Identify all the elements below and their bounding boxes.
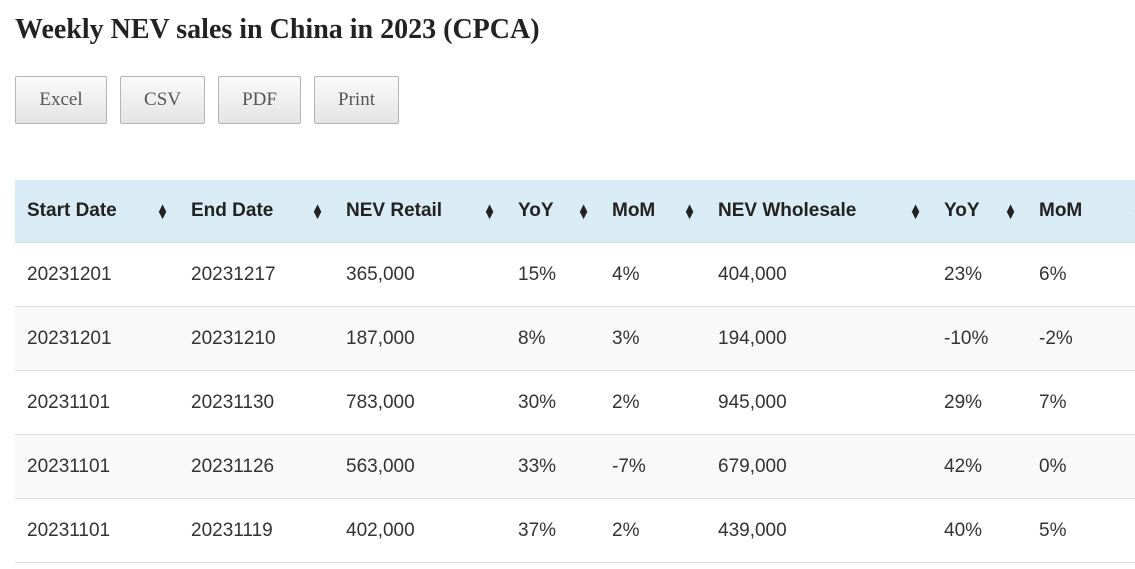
column-label: MoM: [612, 200, 656, 221]
column-label: NEV Retail: [346, 200, 443, 221]
column-label: YoY: [944, 200, 980, 221]
cell-retail-yoy: 37%: [506, 498, 600, 563]
column-header-end-date[interactable]: End Date ▲ ▼: [179, 180, 334, 243]
column-header-nev-retail[interactable]: NEV Retail ▲ ▼: [334, 180, 506, 243]
cell-nev-retail: 187,000: [334, 306, 506, 371]
sort-icon[interactable]: ▲▼: [909, 200, 922, 222]
cell-retail-mom: -7%: [600, 434, 706, 499]
sort-icon[interactable]: ▲▼: [311, 200, 324, 222]
cell-nev-wholesale: 679,000: [706, 434, 932, 499]
column-header-start-date[interactable]: Start Date ▲ ▼: [15, 180, 179, 243]
cell-retail-yoy: 8%: [506, 306, 600, 371]
column-label: End Date: [191, 200, 274, 221]
sort-icon[interactable]: ▲▼: [156, 200, 169, 222]
cell-retail-mom: 2%: [600, 370, 706, 435]
csv-button[interactable]: CSV: [120, 76, 205, 124]
column-label: NEV Wholesale: [718, 200, 857, 221]
cell-end-date: 20231126: [179, 434, 334, 499]
column-header-retail-mom[interactable]: MoM ▲ ▼: [600, 180, 706, 243]
cell-wholesale-mom: 5%: [1027, 498, 1135, 563]
cell-wholesale-mom: 6%: [1027, 242, 1135, 307]
cell-start-date: 20231201: [15, 306, 179, 371]
header-row: Start Date ▲ ▼ End Date ▲ ▼ NEV Retail ▲ ▼ YoY ▲ ▼ M…: [15, 180, 1135, 243]
sort-icon[interactable]: ▲▼: [577, 200, 590, 222]
page-title: Weekly NEV sales in China in 2023 (CPCA): [15, 14, 540, 45]
excel-button[interactable]: Excel: [15, 76, 107, 124]
table-row: 20231201 20231217 365,000 15% 4% 404,000 23% 6%: [15, 242, 1135, 307]
cell-wholesale-mom: 7%: [1027, 370, 1135, 435]
table-row: 20231101 20231119 402,000 37% 2% 439,000 40% 5%: [15, 498, 1135, 563]
cell-start-date: 20231101: [15, 370, 179, 435]
sort-icon[interactable]: ▲▼: [483, 200, 496, 222]
cell-retail-yoy: 33%: [506, 434, 600, 499]
cell-nev-wholesale: 404,000: [706, 242, 932, 307]
cell-retail-mom: 3%: [600, 306, 706, 371]
cell-nev-retail: 563,000: [334, 434, 506, 499]
cell-retail-yoy: 15%: [506, 242, 600, 307]
sort-icon[interactable]: ▲▼: [1132, 201, 1135, 221]
pdf-button[interactable]: PDF: [218, 76, 301, 124]
column-label: MoM: [1039, 200, 1083, 221]
cell-retail-mom: 4%: [600, 242, 706, 307]
column-header-retail-yoy[interactable]: YoY ▲ ▼: [506, 180, 600, 243]
cell-nev-retail: 783,000: [334, 370, 506, 435]
cell-wholesale-yoy: 42%: [932, 434, 1027, 499]
cell-start-date: 20231101: [15, 498, 179, 563]
cell-wholesale-yoy: 29%: [932, 370, 1027, 435]
cell-end-date: 20231119: [179, 498, 334, 563]
cell-start-date: 20231101: [15, 434, 179, 499]
cell-nev-wholesale: 439,000: [706, 498, 932, 563]
cell-nev-wholesale: 194,000: [706, 306, 932, 371]
cell-retail-mom: 2%: [600, 498, 706, 563]
column-label: Start Date: [27, 200, 117, 221]
sort-icon[interactable]: ▲▼: [1004, 200, 1017, 222]
cell-end-date: 20231217: [179, 242, 334, 307]
cell-wholesale-yoy: 23%: [932, 242, 1027, 307]
cell-wholesale-mom: 0%: [1027, 434, 1135, 499]
cell-wholesale-mom: -2%: [1027, 306, 1135, 371]
table-row: 20231101 20231126 563,000 33% -7% 679,000 42% 0…: [15, 434, 1135, 499]
sales-table: Start Date ▲ ▼ End Date ▲ ▼ NEV Retail ▲ ▼ YoY ▲ ▼ M…: [15, 180, 1135, 563]
cell-nev-retail: 402,000: [334, 498, 506, 563]
cell-end-date: 20231210: [179, 306, 334, 371]
cell-start-date: 20231201: [15, 242, 179, 307]
sort-icon[interactable]: ▲▼: [683, 200, 696, 222]
table-row: 20231201 20231210 187,000 8% 3% 194,000 -10% -2…: [15, 306, 1135, 371]
cell-wholesale-yoy: -10%: [932, 306, 1027, 371]
cell-wholesale-yoy: 40%: [932, 498, 1027, 563]
export-buttons: Excel CSV PDF Print: [15, 76, 399, 124]
cell-retail-yoy: 30%: [506, 370, 600, 435]
column-label: YoY: [518, 200, 554, 221]
print-button[interactable]: Print: [314, 76, 399, 124]
table-row: 20231101 20231130 783,000 30% 2% 945,000 29% 7%: [15, 370, 1135, 435]
column-header-wholesale-yoy[interactable]: YoY ▲ ▼: [932, 180, 1027, 243]
cell-nev-wholesale: 945,000: [706, 370, 932, 435]
column-header-nev-wholesale[interactable]: NEV Wholesale ▲ ▼: [706, 180, 932, 243]
column-header-wholesale-mom[interactable]: MoM ▲▼: [1027, 180, 1135, 243]
cell-end-date: 20231130: [179, 370, 334, 435]
cell-nev-retail: 365,000: [334, 242, 506, 307]
